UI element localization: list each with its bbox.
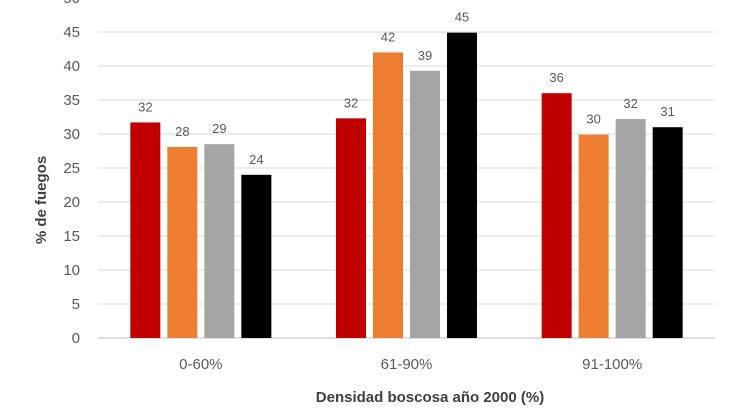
x-axis-title: Densidad boscosa año 2000 (%): [316, 389, 544, 406]
data-label: 39: [418, 48, 432, 63]
bar: [336, 118, 366, 338]
bar: [167, 146, 198, 338]
y-tick-label: 35: [63, 92, 80, 109]
data-label: 28: [175, 124, 189, 139]
bar: [373, 52, 403, 339]
x-tick-label: 91-100%: [582, 356, 642, 373]
bar: [204, 144, 235, 338]
x-tick-label: 0-60%: [179, 356, 222, 373]
data-label: 30: [586, 112, 600, 127]
y-tick-label: 15: [63, 228, 80, 245]
data-label: 32: [344, 95, 358, 110]
data-labels: 32 28 29 24 32 42 39 45 36 30 32 31: [138, 10, 675, 167]
y-tick-label: 40: [63, 58, 80, 75]
y-tick-label: 0: [72, 330, 80, 347]
y-tick-label: 30: [63, 126, 80, 143]
y-tick-label: 5: [72, 296, 80, 313]
x-axis-ticks: 0-60% 61-90% 91-100%: [179, 356, 642, 373]
data-label: 31: [660, 104, 674, 119]
data-label: 42: [381, 29, 395, 44]
bar: [241, 174, 272, 338]
data-label: 24: [249, 152, 263, 167]
bar: [578, 134, 609, 338]
y-tick-label: 20: [63, 194, 80, 211]
data-label: 36: [549, 70, 563, 85]
y-axis-title: % de fuegos: [33, 156, 50, 244]
bar: [652, 127, 683, 338]
data-label: 32: [138, 99, 152, 114]
y-tick-label: 50: [63, 0, 80, 7]
bar: [541, 93, 572, 338]
x-tick-label: 61-90%: [381, 356, 433, 373]
y-tick-label: 45: [63, 24, 80, 41]
data-label: 29: [212, 121, 226, 136]
data-label: 45: [455, 10, 469, 25]
y-tick-label: 25: [63, 160, 80, 177]
bar: [410, 70, 440, 338]
bar: [615, 119, 646, 338]
data-label: 32: [623, 96, 637, 111]
bars: [130, 32, 683, 339]
bar: [447, 32, 477, 339]
bar: [130, 122, 161, 338]
y-axis-ticks: 0 5 10 15 20 25 30 35 40 45 50: [63, 0, 80, 347]
y-tick-label: 10: [63, 262, 80, 279]
gridlines: [98, 31, 715, 339]
